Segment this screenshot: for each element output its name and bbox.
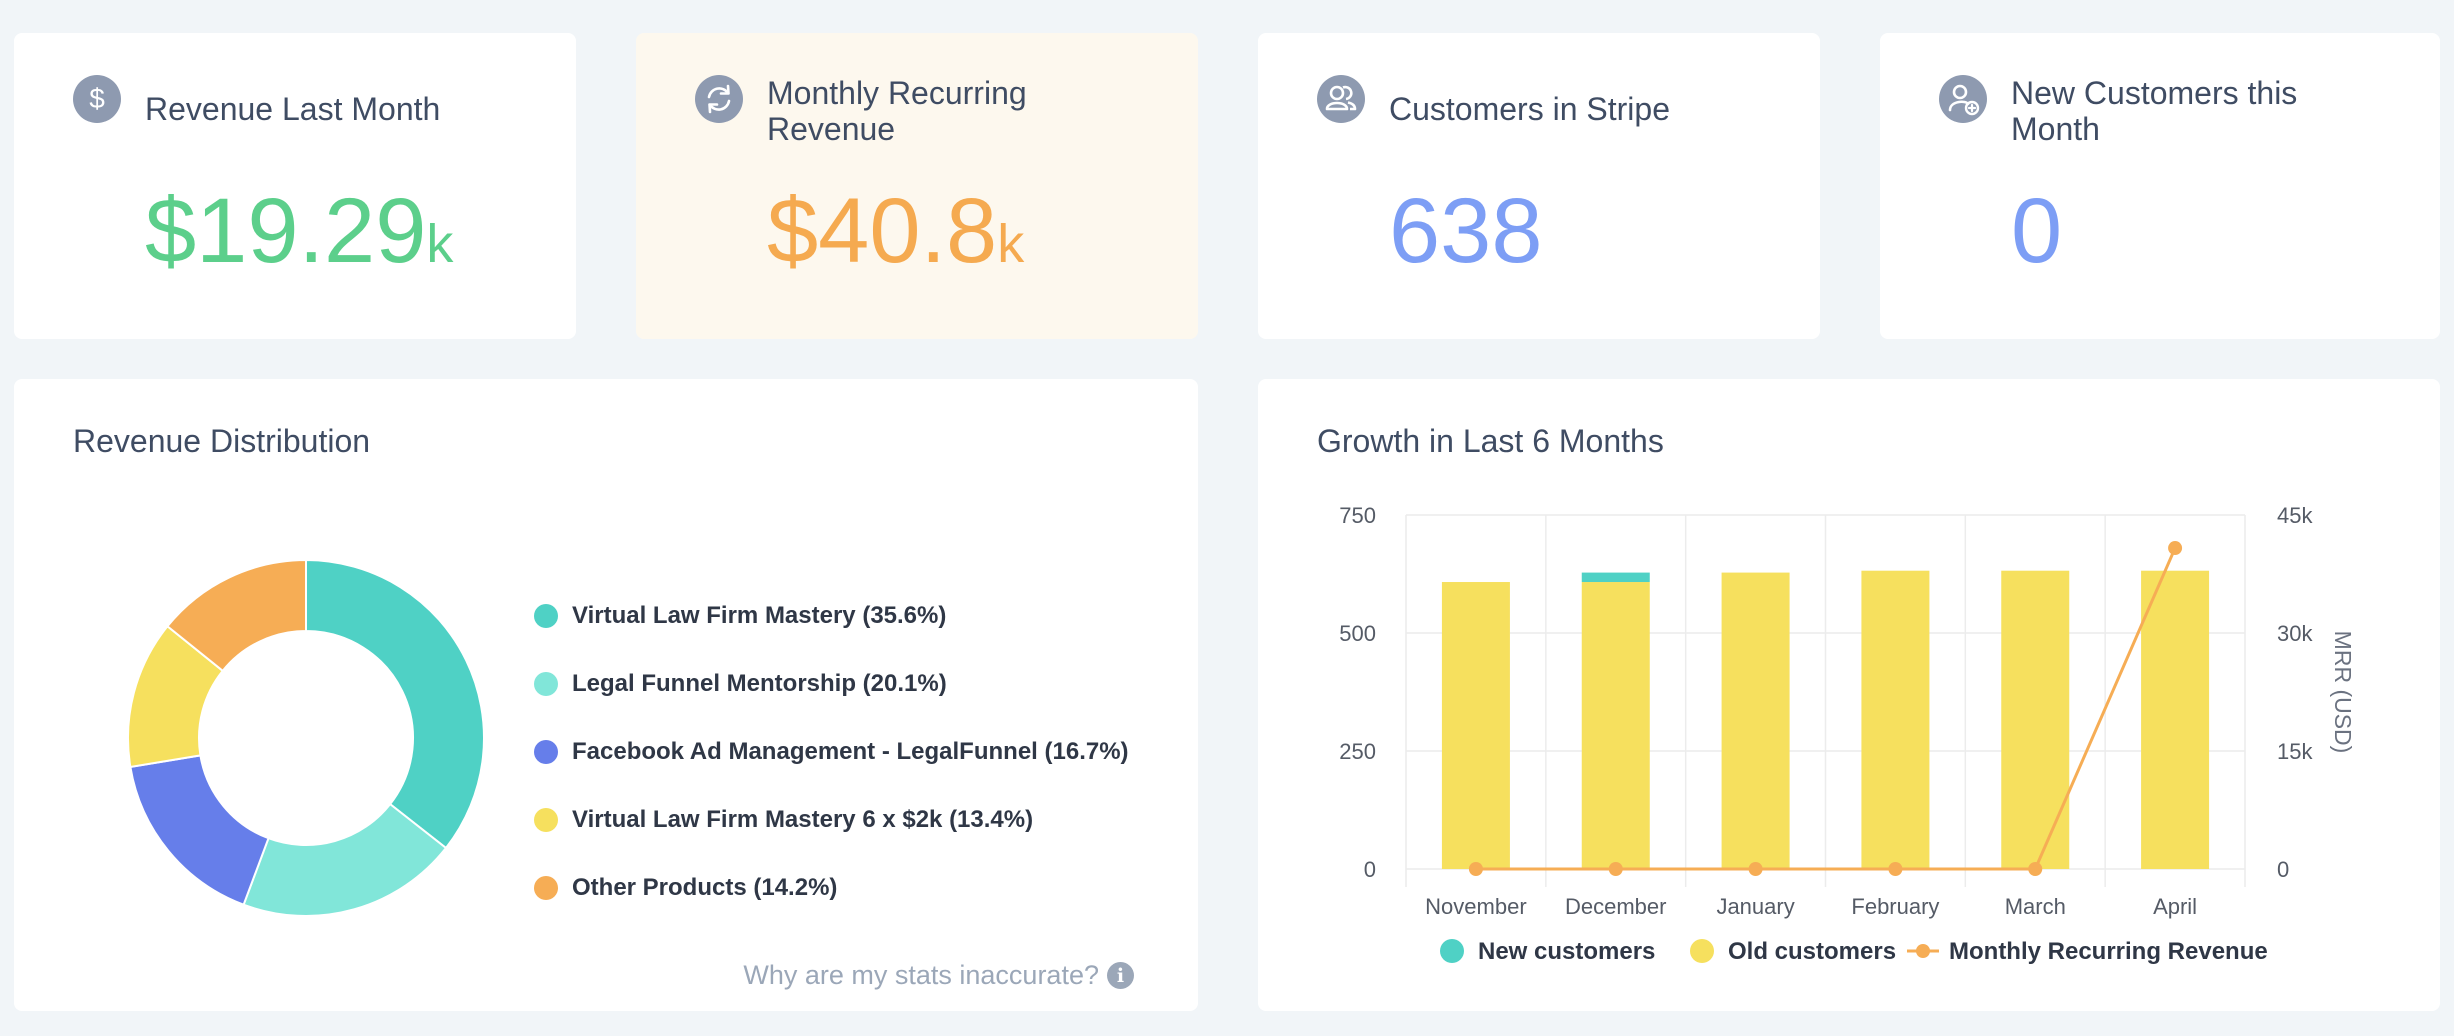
bar-old-customers[interactable] [1861, 570, 1930, 869]
y2-axis-label: MRR (USD) [2330, 631, 2356, 754]
legend-dot [534, 604, 558, 628]
bar-old-customers[interactable] [1581, 582, 1650, 869]
y-tick-label: 750 [1339, 503, 1376, 528]
bar-old-customers[interactable] [1441, 582, 1510, 869]
x-tick-label: March [2005, 894, 2066, 919]
donut-slice[interactable] [129, 754, 270, 906]
bar-old-customers[interactable] [2001, 570, 2070, 869]
legend-marker [1440, 939, 1464, 963]
panel-title: Revenue Distribution [73, 423, 371, 459]
mrr-point[interactable] [1888, 862, 1903, 876]
y-tick-label: 250 [1339, 739, 1376, 764]
legend-label[interactable]: New customers [1478, 938, 1655, 965]
legend-label: Legal Funnel Mentorship (20.1%) [572, 670, 947, 697]
y-tick-label: 500 [1339, 621, 1376, 646]
legend-label[interactable]: Monthly Recurring Revenue [1949, 938, 2268, 965]
stat-title: New Customers this Month [2011, 75, 2298, 147]
legend-label: Facebook Ad Management - LegalFunnel (16… [572, 738, 1129, 765]
stat-title: Monthly Recurring Revenue [767, 75, 1027, 147]
mrr-point[interactable] [1748, 862, 1763, 876]
legend-item[interactable]: Other Products (14.2%) [534, 854, 1129, 922]
panel-title: Growth in Last 6 Months [1317, 423, 1664, 459]
revenue-legend: Virtual Law Firm Mastery (35.6%) Legal Fu… [534, 582, 1129, 922]
stat-value: $19.29k [145, 180, 454, 282]
stat-card-new-customers: New Customers this Month 0 [1880, 33, 2440, 339]
legend-label: Virtual Law Firm Mastery 6 x $2k (13.4%) [572, 806, 1034, 833]
y2-tick-label: 45k [2277, 503, 2313, 528]
donut-slice[interactable] [305, 558, 485, 850]
stat-title: Revenue Last Month [145, 91, 441, 127]
mrr-point[interactable] [1608, 862, 1623, 876]
legend-item[interactable]: Virtual Law Firm Mastery 6 x $2k (13.4%) [534, 786, 1129, 854]
y2-tick-label: 0 [2277, 857, 2289, 882]
svg-text:$: $ [89, 83, 105, 114]
revenue-distribution-panel: Revenue Distribution Virtual Law Firm Ma… [14, 379, 1198, 1011]
mrr-point[interactable] [2168, 541, 2183, 556]
dollar-icon: $ [73, 75, 121, 123]
x-tick-label: January [1716, 894, 1794, 919]
stat-value: 0 [2011, 180, 2063, 282]
legend-dot [534, 808, 558, 832]
mrr-point[interactable] [1468, 862, 1483, 876]
growth-bar-chart: 0 250 500 750 0 15k 30k 45k MRR (USD) November Dec… [1339, 503, 2356, 965]
x-tick-label: December [1565, 894, 1666, 919]
revenue-donut-chart [127, 558, 485, 917]
y2-tick-label: 30k [2277, 621, 2313, 646]
legend-dot [534, 876, 558, 900]
legend-item[interactable]: Facebook Ad Management - LegalFunnel (16… [534, 718, 1129, 786]
legend-marker [1690, 939, 1714, 963]
y2-tick-label: 15k [2277, 739, 2313, 764]
legend-dot [534, 740, 558, 764]
customers-icon [1317, 75, 1365, 123]
legend-dot [534, 672, 558, 696]
stat-value: 638 [1389, 180, 1543, 282]
stats-inaccurate-text: Why are my stats inaccurate? [743, 960, 1099, 990]
stat-title: Customers in Stripe [1389, 91, 1670, 127]
bar-old-customers[interactable] [2141, 570, 2210, 869]
stat-card-customers: Customers in Stripe 638 [1258, 33, 1820, 339]
x-tick-label: February [1851, 894, 1939, 919]
x-tick-label: April [2153, 894, 2197, 919]
stats-inaccurate-link[interactable]: Why are my stats inaccurate? i [743, 960, 1134, 991]
legend-label: Virtual Law Firm Mastery (35.6%) [572, 602, 947, 629]
y-tick-label: 0 [1364, 857, 1376, 882]
donut-slice[interactable] [166, 558, 307, 673]
mrr-line [1475, 547, 2177, 871]
legend-label: Other Products (14.2%) [572, 874, 838, 901]
legend-item[interactable]: Virtual Law Firm Mastery (35.6%) [534, 582, 1129, 650]
stat-card-revenue-last-month: $ Revenue Last Month $19.29k [14, 33, 576, 339]
x-tick-label: November [1425, 894, 1526, 919]
add-customer-icon [1939, 75, 1987, 123]
growth-panel: Growth in Last 6 Months 0 250 500 750 0 15k 30… [1258, 379, 2440, 1011]
mrr-point[interactable] [2028, 862, 2043, 876]
bar-new-customers[interactable] [1581, 572, 1650, 583]
donut-slice[interactable] [242, 802, 448, 917]
legend-marker [1916, 944, 1930, 958]
legend-label[interactable]: Old customers [1728, 938, 1896, 965]
stat-card-mrr: Monthly Recurring Revenue $40.8k [636, 33, 1198, 339]
bar-old-customers[interactable] [1721, 572, 1790, 869]
info-icon[interactable]: i [1107, 962, 1134, 989]
stat-value: $40.8k [767, 180, 1025, 282]
legend-item[interactable]: Legal Funnel Mentorship (20.1%) [534, 650, 1129, 718]
refresh-icon [695, 75, 743, 123]
